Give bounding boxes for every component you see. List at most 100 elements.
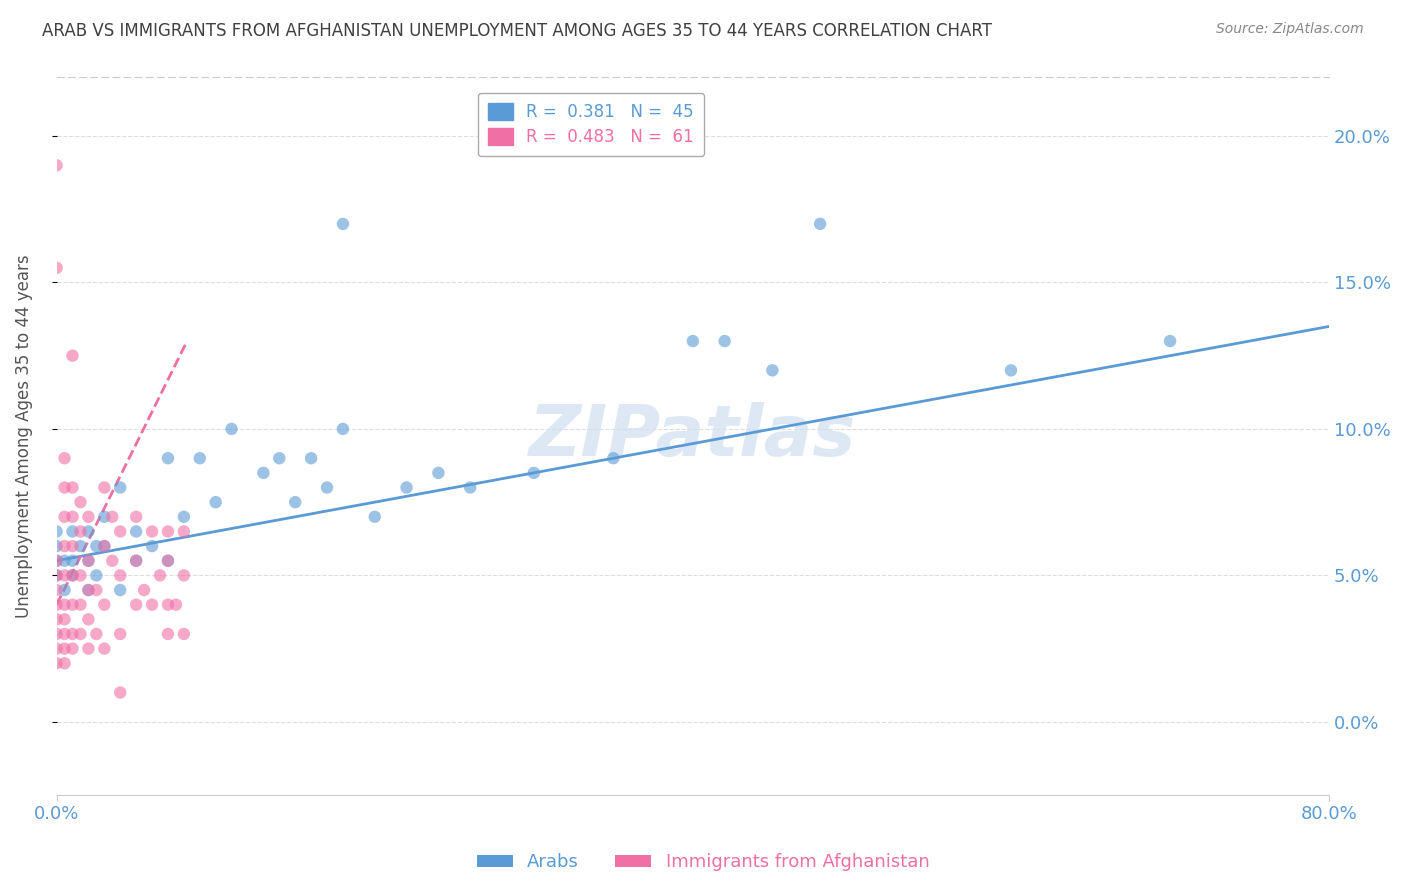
Point [53, 657, 76, 671]
Point [53, 641, 76, 656]
Point [69, 539, 91, 553]
Point [125, 598, 148, 612]
Point [101, 509, 124, 524]
Point [69, 568, 91, 582]
Point [299, 451, 322, 466]
Point [110, 568, 132, 582]
Point [132, 582, 155, 597]
Point [86, 539, 108, 553]
Point [156, 524, 179, 539]
Point [45, 582, 67, 597]
Point [93, 539, 115, 553]
Point [62, 641, 84, 656]
Point [141, 598, 163, 612]
Point [761, 363, 783, 377]
Point [69, 495, 91, 509]
Point [125, 554, 148, 568]
Point [77, 509, 100, 524]
Point [156, 598, 179, 612]
Point [110, 524, 132, 539]
Point [149, 568, 172, 582]
Point [1000, 363, 1022, 377]
Point [156, 627, 179, 641]
Point [45, 554, 67, 568]
Point [110, 685, 132, 699]
Point [93, 598, 115, 612]
Legend: Arabs, Immigrants from Afghanistan: Arabs, Immigrants from Afghanistan [470, 847, 936, 879]
Point [458, 481, 481, 495]
Point [188, 451, 211, 466]
Point [77, 554, 100, 568]
Point [125, 524, 148, 539]
Point [682, 334, 704, 348]
Point [53, 582, 76, 597]
Point [204, 495, 226, 509]
Point [62, 481, 84, 495]
Point [364, 509, 387, 524]
Point [173, 627, 195, 641]
Point [156, 451, 179, 466]
Point [713, 334, 735, 348]
Point [45, 568, 67, 582]
Text: Source: ZipAtlas.com: Source: ZipAtlas.com [1216, 22, 1364, 37]
Legend: R =  0.381   N =  45, R =  0.483   N =  61: R = 0.381 N = 45, R = 0.483 N = 61 [478, 93, 704, 156]
Point [110, 582, 132, 597]
Point [69, 598, 91, 612]
Point [45, 260, 67, 275]
Point [53, 509, 76, 524]
Point [53, 554, 76, 568]
Point [395, 481, 418, 495]
Point [62, 568, 84, 582]
Point [45, 539, 67, 553]
Point [86, 627, 108, 641]
Point [141, 539, 163, 553]
Point [45, 598, 67, 612]
Point [93, 641, 115, 656]
Point [53, 598, 76, 612]
Point [77, 524, 100, 539]
Point [269, 451, 291, 466]
Point [53, 539, 76, 553]
Point [110, 627, 132, 641]
Point [221, 422, 243, 436]
Point [53, 481, 76, 495]
Point [93, 509, 115, 524]
Point [93, 481, 115, 495]
Point [252, 466, 274, 480]
Point [62, 524, 84, 539]
Point [165, 598, 187, 612]
Point [53, 627, 76, 641]
Point [332, 422, 354, 436]
Point [62, 627, 84, 641]
Point [86, 568, 108, 582]
Point [125, 509, 148, 524]
Point [427, 466, 450, 480]
Point [69, 627, 91, 641]
Point [45, 554, 67, 568]
Point [110, 481, 132, 495]
Point [1159, 334, 1181, 348]
Point [173, 524, 195, 539]
Point [284, 495, 307, 509]
Point [332, 217, 354, 231]
Point [173, 509, 195, 524]
Point [141, 524, 163, 539]
Point [316, 481, 339, 495]
Point [45, 524, 67, 539]
Point [69, 524, 91, 539]
Point [77, 612, 100, 626]
Point [45, 627, 67, 641]
Point [53, 612, 76, 626]
Point [62, 568, 84, 582]
Point [77, 641, 100, 656]
Point [62, 554, 84, 568]
Point [523, 466, 546, 480]
Point [45, 612, 67, 626]
Point [156, 554, 179, 568]
Point [62, 349, 84, 363]
Point [156, 554, 179, 568]
Point [125, 554, 148, 568]
Point [173, 568, 195, 582]
Text: ZIPatlas: ZIPatlas [529, 401, 856, 471]
Point [77, 582, 100, 597]
